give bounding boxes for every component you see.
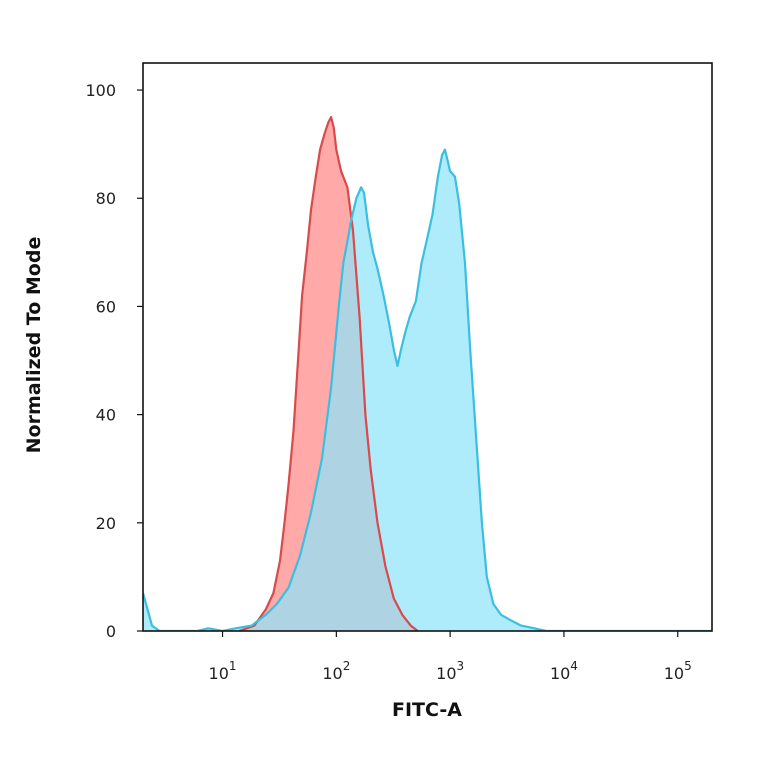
series-layer xyxy=(143,116,712,631)
x-tick-exponent: 1 xyxy=(229,659,237,673)
x-tick-label: 102 xyxy=(322,659,350,683)
y-tick-label: 60 xyxy=(96,297,116,316)
y-tick-label: 40 xyxy=(96,406,116,425)
series-1-line xyxy=(238,116,419,631)
y-tick-label: 100 xyxy=(85,81,116,100)
x-tick-base: 10 xyxy=(322,664,342,683)
y-tick-label: 80 xyxy=(96,189,116,208)
x-tick-label: 105 xyxy=(664,659,692,683)
x-tick-label: 103 xyxy=(436,659,464,683)
x-tick-exponent: 5 xyxy=(684,659,692,673)
x-tick-exponent: 2 xyxy=(343,659,351,673)
y-tick-label: 0 xyxy=(106,622,116,641)
x-tick-exponent: 3 xyxy=(457,659,465,673)
y-axis-title: Normalized To Mode xyxy=(23,237,45,454)
x-tick-base: 10 xyxy=(436,664,456,683)
y-axis: 0 20 40 60 80 100 xyxy=(85,81,143,641)
x-tick-label: 104 xyxy=(550,659,578,683)
y-tick-label: 20 xyxy=(96,514,116,533)
x-tick-exponent: 4 xyxy=(570,659,578,673)
x-tick-base: 10 xyxy=(209,664,229,683)
series-2-area xyxy=(143,149,712,631)
x-tick-label: 101 xyxy=(209,659,237,683)
plot-frame xyxy=(142,62,713,632)
x-axis-title: FITC-A xyxy=(392,699,462,721)
x-axis: 101 102 103 104 105 xyxy=(209,631,692,683)
x-tick-base: 10 xyxy=(550,664,570,683)
x-tick-base: 10 xyxy=(664,664,684,683)
series-2-line xyxy=(143,148,712,631)
